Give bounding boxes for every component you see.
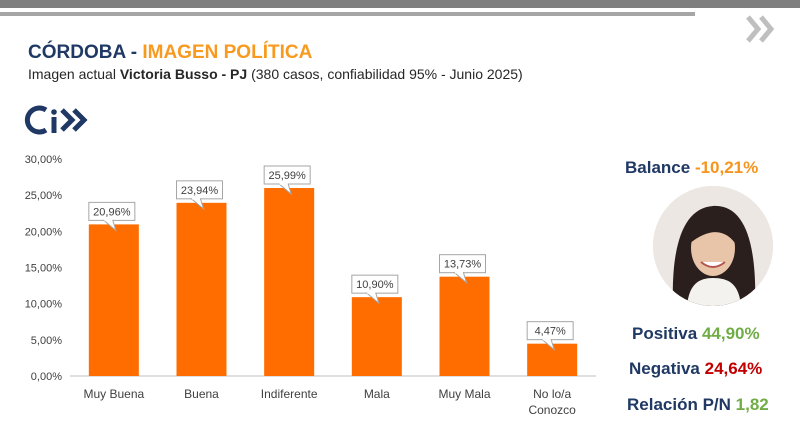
balance-label: Balance [625, 158, 691, 177]
data-label-text: 23,94% [181, 185, 219, 197]
subtitle-candidate: Victoria Busso - PJ [119, 66, 248, 82]
top-bar [0, 0, 800, 8]
data-label: 25,99% [263, 165, 311, 196]
x-tick-label: Muy Buena [83, 387, 144, 401]
title-topic: IMAGEN POLÍTICA [142, 42, 313, 63]
bar [264, 188, 315, 376]
data-label: 4,47% [526, 321, 574, 352]
candidate-photo [653, 186, 773, 306]
subtitle-prefix: Imagen actual [28, 66, 116, 82]
subtitle-details: (380 casos, confiabilidad 95% - Junio 20… [251, 66, 523, 82]
data-label: 23,94% [176, 180, 223, 211]
y-tick-label: 20,00% [25, 226, 63, 238]
chevron-right-icon [60, 108, 88, 132]
x-tick-label: Buena [184, 387, 219, 401]
bar [88, 224, 139, 376]
data-label: 13,73% [439, 254, 486, 285]
y-tick-label: 25,00% [25, 190, 63, 202]
top-rule [0, 12, 695, 16]
x-tick-label: Mala [364, 387, 390, 401]
ci-logo [24, 105, 88, 135]
positiva-row: Positiva 44,90% [632, 324, 760, 344]
data-label-text: 10,90% [356, 279, 394, 291]
data-label-text: 25,99% [269, 170, 307, 182]
double-chevron-icon [746, 15, 775, 43]
relacion-row: Relación P/N 1,82 [627, 395, 769, 415]
data-label-text: 4,47% [535, 326, 566, 338]
negativa-value: 24,64% [704, 359, 763, 378]
relacion-label: Relación P/N [627, 395, 731, 414]
y-tick-label: 30,00% [25, 154, 63, 166]
balance-row: Balance -10,21% [625, 158, 758, 178]
data-label: 10,90% [351, 274, 399, 305]
y-tick-label: 15,00% [25, 263, 63, 275]
y-tick-label: 5,00% [31, 335, 62, 347]
positiva-value: 44,90% [701, 324, 760, 343]
bar [176, 202, 227, 376]
positiva-label: Positiva [632, 324, 698, 343]
y-tick-label: 0,00% [31, 371, 62, 383]
negativa-row: Negativa 24,64% [629, 359, 762, 379]
balance-value: -10,21% [694, 158, 759, 177]
bar-chart: 0,00% 5,00% 10,00% 15,00% 20,00% 25,00% 30,00%… [25, 154, 596, 417]
data-label-text: 20,96% [93, 206, 131, 218]
relacion-value: 1,82 [735, 395, 769, 414]
data-label: 20,96% [88, 201, 136, 232]
bar [351, 297, 402, 376]
title-region: CÓRDOBA - [28, 42, 138, 63]
data-label-text: 13,73% [444, 259, 482, 271]
page-subtitle: Imagen actual Victoria Busso - PJ (380 c… [28, 66, 523, 82]
bar [527, 343, 578, 376]
x-tick-label: Muy Mala [438, 387, 490, 401]
page-title: CÓRDOBA - IMAGEN POLÍTICA [28, 42, 312, 64]
x-tick-label: No lo/a Conozco [528, 387, 576, 417]
y-tick-label: 10,00% [25, 299, 63, 311]
x-tick-label: Indiferente [261, 387, 318, 401]
portrait-icon [653, 186, 773, 306]
bar [439, 276, 490, 376]
negativa-label: Negativa [629, 359, 700, 378]
